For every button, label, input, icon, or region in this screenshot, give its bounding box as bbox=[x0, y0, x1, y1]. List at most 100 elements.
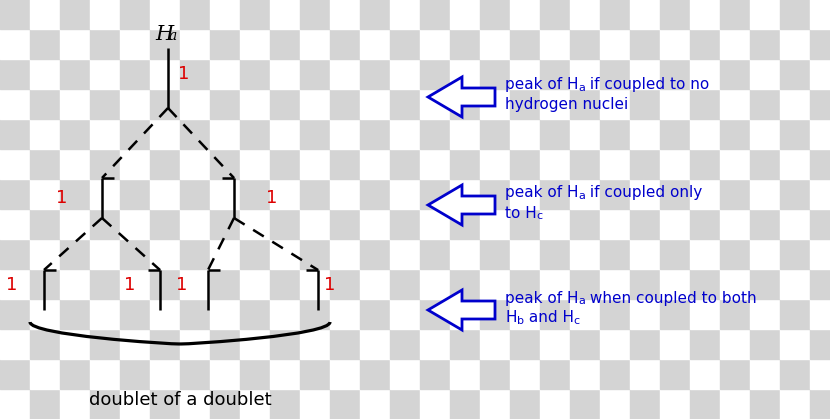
Bar bbox=[510, 209, 540, 239]
Bar bbox=[810, 359, 830, 389]
Bar bbox=[360, 119, 390, 149]
Bar bbox=[270, 359, 300, 389]
Bar bbox=[750, 89, 780, 119]
Text: 1: 1 bbox=[56, 189, 68, 207]
Bar bbox=[630, 0, 660, 29]
Bar bbox=[300, 0, 330, 29]
Bar bbox=[810, 209, 830, 239]
Bar bbox=[90, 89, 120, 119]
Bar bbox=[210, 29, 240, 59]
Bar bbox=[30, 359, 60, 389]
Bar bbox=[60, 0, 90, 29]
Bar bbox=[120, 239, 150, 269]
Bar bbox=[720, 149, 750, 179]
Bar bbox=[750, 179, 780, 209]
Bar bbox=[270, 329, 300, 359]
Bar bbox=[240, 29, 270, 59]
Bar bbox=[480, 299, 510, 329]
Bar bbox=[450, 29, 480, 59]
Bar bbox=[210, 149, 240, 179]
Bar bbox=[450, 329, 480, 359]
Bar bbox=[390, 269, 420, 299]
Bar bbox=[570, 179, 600, 209]
Bar bbox=[540, 119, 570, 149]
Bar bbox=[300, 149, 330, 179]
Bar bbox=[180, 59, 210, 89]
Text: H: H bbox=[155, 25, 173, 44]
Bar bbox=[0, 209, 30, 239]
Bar bbox=[510, 389, 540, 419]
Bar bbox=[270, 59, 300, 89]
Bar bbox=[30, 119, 60, 149]
Bar bbox=[660, 269, 690, 299]
Bar bbox=[150, 149, 180, 179]
Bar bbox=[390, 119, 420, 149]
Bar bbox=[420, 239, 450, 269]
Bar bbox=[780, 149, 810, 179]
Bar bbox=[210, 0, 240, 29]
Bar bbox=[30, 89, 60, 119]
Bar bbox=[690, 209, 720, 239]
Bar bbox=[450, 89, 480, 119]
Bar bbox=[690, 0, 720, 29]
Bar bbox=[660, 389, 690, 419]
Text: 1: 1 bbox=[325, 276, 335, 294]
Bar bbox=[150, 359, 180, 389]
Bar bbox=[660, 359, 690, 389]
Bar bbox=[720, 269, 750, 299]
Bar bbox=[330, 269, 360, 299]
Bar bbox=[810, 89, 830, 119]
Bar bbox=[540, 29, 570, 59]
Bar bbox=[60, 209, 90, 239]
Bar bbox=[450, 209, 480, 239]
Bar bbox=[120, 329, 150, 359]
Bar bbox=[450, 179, 480, 209]
Bar bbox=[120, 89, 150, 119]
Bar bbox=[660, 209, 690, 239]
Bar bbox=[150, 329, 180, 359]
Bar bbox=[510, 299, 540, 329]
Bar bbox=[540, 239, 570, 269]
Bar bbox=[420, 299, 450, 329]
Bar bbox=[570, 389, 600, 419]
Bar bbox=[330, 209, 360, 239]
Bar bbox=[0, 59, 30, 89]
Bar bbox=[180, 29, 210, 59]
Bar bbox=[660, 29, 690, 59]
Bar bbox=[270, 209, 300, 239]
Bar bbox=[270, 29, 300, 59]
Bar bbox=[90, 239, 120, 269]
Bar bbox=[360, 389, 390, 419]
Bar bbox=[600, 359, 630, 389]
Bar bbox=[390, 179, 420, 209]
Bar bbox=[120, 119, 150, 149]
Bar bbox=[30, 59, 60, 89]
Bar bbox=[90, 269, 120, 299]
Bar bbox=[180, 149, 210, 179]
Bar bbox=[0, 269, 30, 299]
Bar bbox=[330, 389, 360, 419]
Text: 1: 1 bbox=[7, 276, 17, 294]
Bar bbox=[240, 269, 270, 299]
Bar bbox=[510, 329, 540, 359]
Bar bbox=[240, 149, 270, 179]
Bar bbox=[630, 389, 660, 419]
Bar bbox=[60, 359, 90, 389]
Bar bbox=[180, 179, 210, 209]
Bar bbox=[540, 269, 570, 299]
Text: 1: 1 bbox=[266, 189, 278, 207]
Bar bbox=[480, 89, 510, 119]
Bar bbox=[360, 0, 390, 29]
Bar bbox=[0, 0, 30, 29]
Bar bbox=[300, 209, 330, 239]
Bar bbox=[660, 119, 690, 149]
Bar bbox=[360, 299, 390, 329]
Bar bbox=[630, 179, 660, 209]
Bar bbox=[90, 329, 120, 359]
Bar bbox=[390, 149, 420, 179]
Bar bbox=[630, 29, 660, 59]
Bar bbox=[150, 29, 180, 59]
Bar bbox=[780, 59, 810, 89]
Bar bbox=[750, 239, 780, 269]
Bar bbox=[810, 329, 830, 359]
